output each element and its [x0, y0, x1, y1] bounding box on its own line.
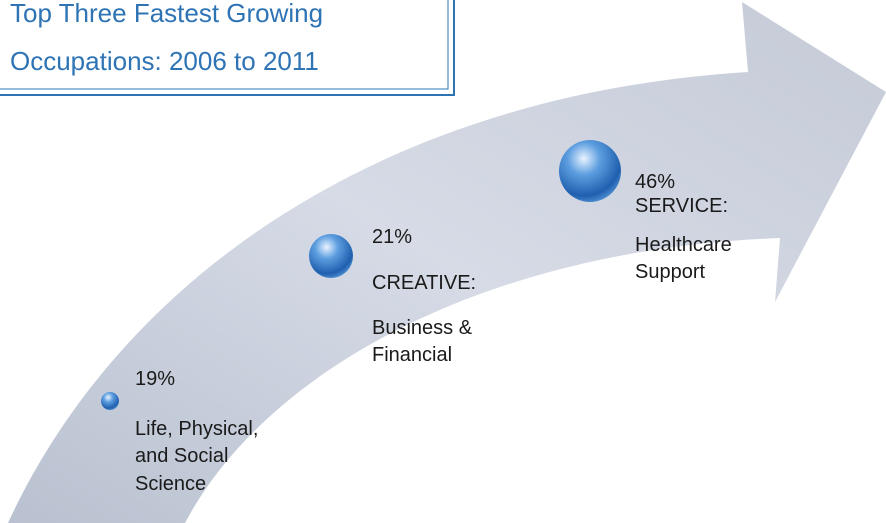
percent: 21% — [372, 226, 412, 248]
title-box-inner — [0, 0, 449, 90]
sphere — [309, 234, 353, 278]
category: CREATIVE: — [372, 272, 476, 294]
title-box — [0, 0, 455, 96]
sphere — [559, 140, 621, 202]
title-line: Occupations: 2006 to 2011 — [10, 46, 319, 76]
percent: 19% — [135, 368, 175, 390]
detail: Life, Physical, — [135, 418, 258, 440]
detail: Support — [635, 261, 705, 283]
category: SERVICE: — [635, 195, 728, 217]
percent: 46% — [635, 171, 675, 193]
detail: Business & — [372, 317, 473, 339]
detail: Science — [135, 473, 206, 495]
arrow — [8, 2, 886, 523]
sphere — [101, 392, 119, 410]
title-line: Top Three Fastest Growing — [10, 0, 323, 28]
detail: and Social — [135, 445, 228, 467]
detail: Financial — [372, 344, 452, 366]
detail: Healthcare — [635, 234, 732, 256]
